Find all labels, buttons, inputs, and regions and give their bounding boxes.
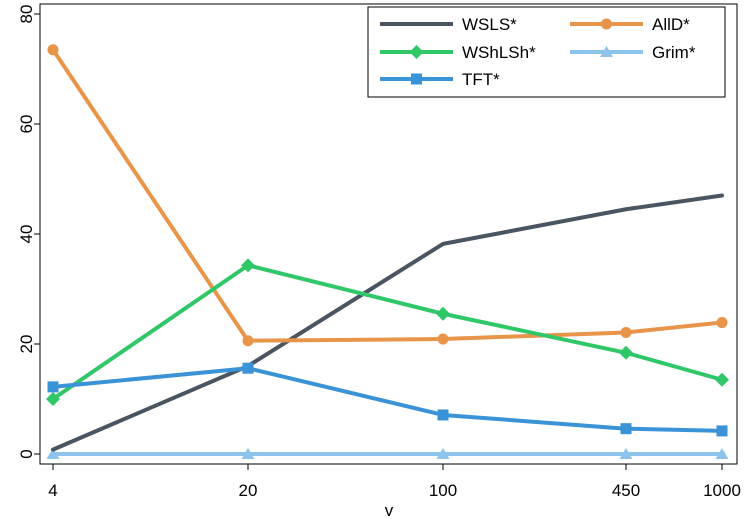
data-point-wshlsh [46, 392, 60, 406]
series-wshlsh [46, 258, 729, 406]
data-point-tft [620, 423, 632, 435]
x-tick-label: 100 [429, 481, 457, 500]
x-tick-label: 20 [239, 481, 258, 500]
legend-item-wsls: WSLS* [380, 15, 517, 34]
data-point-grim [619, 448, 633, 459]
series-grim [46, 448, 729, 459]
data-point-grim [46, 448, 60, 459]
legend-marker-alld [601, 18, 612, 30]
data-point-tft [47, 381, 59, 393]
legend-item-wshlsh: WShLSh* [380, 43, 536, 62]
legend-item-tft: TFT* [380, 70, 500, 89]
series-alld [47, 44, 728, 347]
data-point-alld [620, 326, 632, 338]
data-point-alld [716, 317, 728, 329]
data-point-grim [241, 448, 255, 459]
series-line-tft [51, 366, 724, 433]
legend-label-wshlsh: WShLSh* [462, 43, 536, 62]
data-point-wshlsh [619, 345, 633, 360]
data-point-wshlsh [436, 306, 450, 321]
legend-marker-wshlsh [409, 45, 424, 59]
series-wsls [51, 193, 724, 452]
legend-label-grim: Grim* [652, 43, 696, 62]
legend-label-tft: TFT* [462, 70, 500, 89]
data-point-wshlsh [241, 258, 255, 273]
data-point-tft [437, 409, 449, 421]
data-point-grim [436, 448, 450, 459]
series-line-wsls [51, 193, 724, 452]
y-tick-label: 40 [17, 225, 36, 244]
y-tick-label: 0 [17, 449, 36, 458]
data-point-alld [437, 333, 449, 345]
data-point-wshlsh [715, 372, 729, 387]
legend-item-grim: Grim* [570, 43, 696, 62]
x-tick-label: 1000 [703, 481, 741, 500]
x-tick-label: 450 [612, 481, 640, 500]
y-tick-label: 60 [17, 115, 36, 134]
y-tick-label: 80 [17, 5, 36, 24]
legend-label-alld: AllD* [652, 15, 690, 34]
legend-marker-tft [411, 73, 422, 85]
x-tick-label: 4 [48, 481, 57, 500]
legend-label-wsls: WSLS* [462, 15, 517, 34]
legend-item-alld: AllD* [570, 15, 690, 34]
series-tft [47, 362, 728, 437]
y-tick-label: 20 [17, 335, 36, 354]
data-point-alld [47, 44, 59, 56]
data-point-grim [715, 448, 729, 459]
data-point-tft [242, 362, 254, 374]
legend-marker-grim [600, 46, 613, 57]
data-point-alld [242, 335, 254, 347]
x-axis-title: v [385, 501, 394, 519]
series-layer [46, 44, 729, 459]
legend: WSLS* AllD* WShLSh* Grim* TFT* [367, 6, 726, 98]
data-point-tft [716, 425, 728, 437]
axes: 0 20 40 60 80 4 20 100 450 1000 [17, 3, 741, 500]
